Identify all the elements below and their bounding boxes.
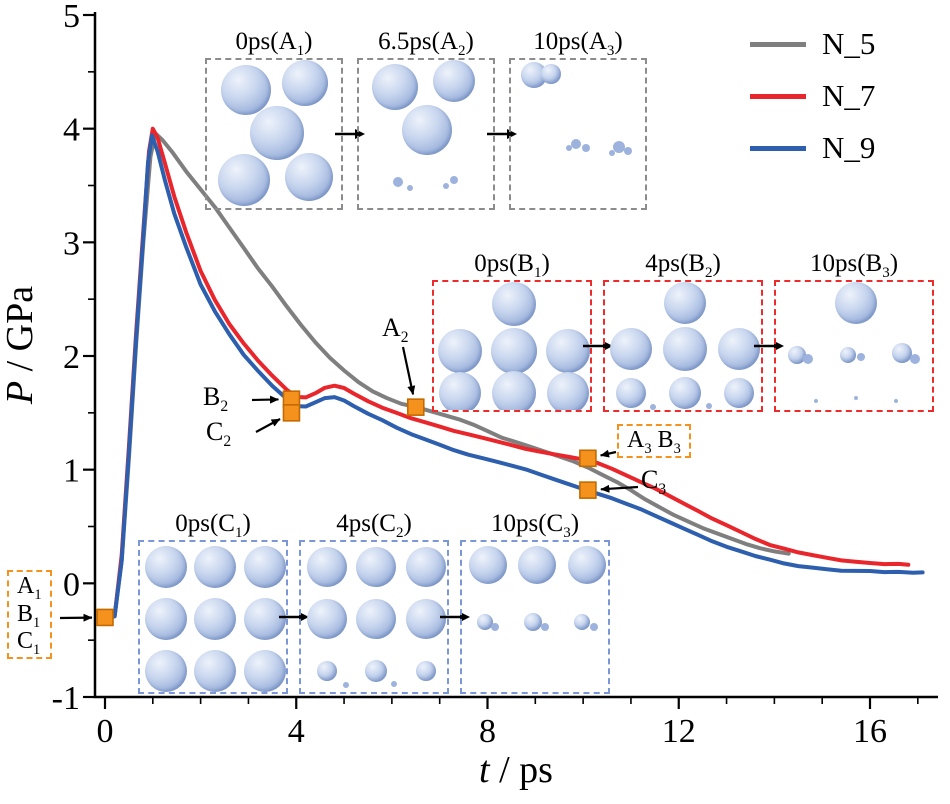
annotation-arrow-b2 — [251, 395, 279, 404]
x-tick-label: 4 — [288, 713, 305, 750]
annotation-arrow-c3 — [600, 484, 639, 493]
y-tick-label: 2 — [63, 339, 80, 376]
x-tick-label: 8 — [479, 713, 496, 750]
legend-item-n9: N_9 — [750, 130, 875, 166]
event-marker-a3b3 — [579, 449, 597, 468]
legend-item-n5: N_5 — [750, 26, 875, 62]
legend-label-n7: N_7 — [822, 78, 876, 113]
x-tick-label: 16 — [853, 713, 887, 750]
y-tick-label: 1 — [63, 453, 80, 490]
y-tick-label: 5 — [63, 0, 80, 35]
legend-swatch-n9 — [750, 145, 806, 151]
event-marker-c3 — [579, 481, 597, 499]
annotation-arrow-c2 — [255, 418, 281, 433]
x-axis-label: t / ps — [479, 749, 553, 791]
y-tick-label: 0 — [63, 566, 80, 603]
legend: N_5 N_7 N_9 — [750, 26, 875, 182]
event-marker-c2 — [282, 404, 301, 422]
series-line-N_9 — [103, 133, 925, 620]
annotation-arrow-a3b3 — [600, 449, 617, 458]
event-marker-a2 — [406, 398, 425, 416]
legend-label-n5: N_5 — [822, 26, 876, 61]
series-line-N_5 — [103, 131, 791, 620]
y-tick-label: 3 — [63, 225, 80, 262]
annotation-arrow-a2 — [401, 346, 416, 395]
legend-label-n9: N_9 — [822, 130, 876, 165]
x-tick-label: 0 — [97, 713, 114, 750]
legend-swatch-n7 — [750, 93, 806, 99]
series-line-N_7 — [103, 126, 911, 620]
legend-item-n7: N_7 — [750, 78, 875, 114]
legend-swatch-n5 — [750, 41, 806, 47]
x-tick-label: 12 — [662, 713, 696, 750]
event-marker-origin — [96, 608, 114, 627]
y-tick-label: 4 — [63, 112, 80, 149]
y-axis-label: P / GPa — [0, 286, 41, 405]
y-tick-label: -1 — [52, 680, 80, 717]
